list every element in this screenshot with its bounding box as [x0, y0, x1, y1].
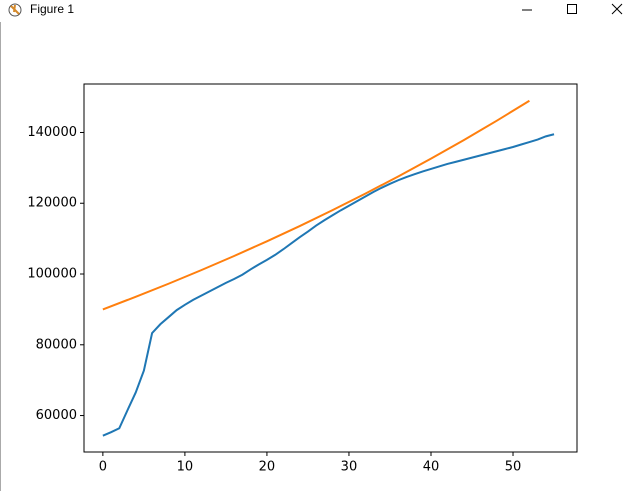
app-icon-mark: [10, 4, 20, 15]
maximize-button[interactable]: [567, 4, 577, 14]
x-tick-label: 40: [423, 460, 440, 475]
x-tick-label: 30: [341, 460, 358, 475]
window-title: Figure 1: [30, 2, 74, 16]
title-bar: Figure 1: [0, 0, 635, 22]
x-tick-label: 0: [99, 460, 107, 475]
line-series: [102, 99, 530, 311]
x-tick-label: 50: [505, 460, 522, 475]
x-tick-label: 10: [177, 460, 194, 475]
y-tick-label: 60000: [36, 408, 77, 423]
close-button[interactable]: [611, 3, 623, 15]
y-tick-label: 80000: [36, 337, 77, 352]
x-tick-label: 20: [259, 460, 276, 475]
title-bar-graphics: Figure 1: [8, 2, 623, 17]
line-series: [102, 133, 555, 437]
y-tick-label: 140000: [27, 125, 77, 140]
y-tick-label: 120000: [27, 196, 77, 211]
plot-frame: [83, 83, 578, 453]
y-tick-label: 100000: [27, 267, 77, 282]
